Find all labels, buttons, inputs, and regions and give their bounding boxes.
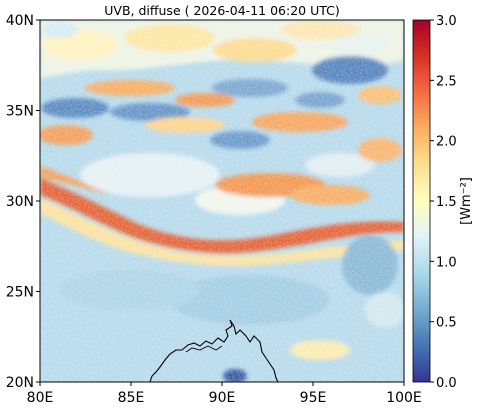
lat-tick-label: 20N — [6, 375, 34, 391]
colorbar-tick-label: 1.0 — [436, 255, 457, 270]
colorbar-ramp — [412, 19, 431, 383]
colorbar-tick-label: 3.0 — [436, 14, 457, 29]
colorbar-tick-label: 0.5 — [436, 316, 457, 331]
colorbar-tick-label: 2.0 — [436, 135, 457, 150]
lon-tick-label: 90E — [209, 390, 236, 406]
coastline-interior — [185, 345, 223, 353]
colorbar-tick-label: 1.5 — [436, 195, 457, 210]
colorbar-ticks: 0.0 0.5 1.0 1.5 2.0 2.5 3.0 — [430, 14, 457, 391]
latitude-axis: 20N 25N 30N 35N 40N — [6, 13, 40, 391]
lon-tick-label: 100E — [386, 390, 422, 406]
uvb-diffuse-field — [40, 20, 404, 382]
colorbar-tick-label: 2.5 — [436, 74, 457, 89]
colorbar-tick-label: 0.0 — [436, 376, 457, 391]
lat-tick-label: 25N — [6, 285, 34, 301]
field-texture — [40, 20, 404, 382]
lat-tick-label: 35N — [6, 104, 34, 120]
colorbar: 0.0 0.5 1.0 1.5 2.0 2.5 3.0 [Wm⁻²] — [412, 14, 474, 391]
lon-tick-label: 95E — [300, 390, 327, 406]
lat-tick-label: 30N — [6, 194, 34, 210]
coastline — [149, 319, 279, 382]
chart-title: UVB, diffuse ( 2026-04-11 06:20 UTC) — [104, 3, 339, 18]
colorbar-label: [Wm⁻²] — [459, 177, 474, 225]
lon-tick-label: 80E — [27, 390, 54, 406]
lon-tick-label: 85E — [118, 390, 145, 406]
longitude-axis: 80E 85E 90E 95E 100E — [27, 382, 422, 406]
lat-tick-label: 40N — [6, 13, 34, 29]
